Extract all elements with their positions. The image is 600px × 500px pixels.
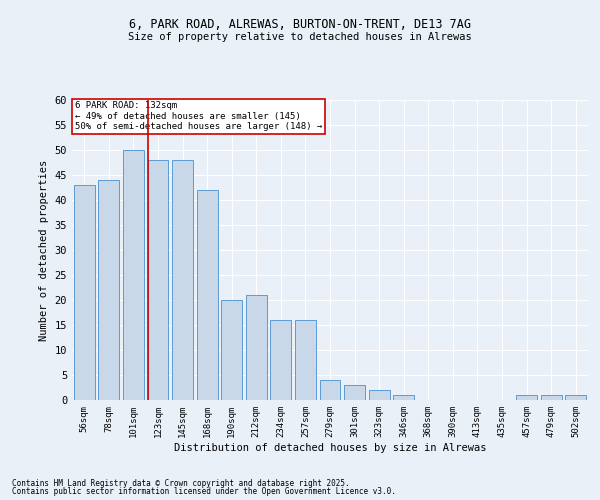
Text: 6, PARK ROAD, ALREWAS, BURTON-ON-TRENT, DE13 7AG: 6, PARK ROAD, ALREWAS, BURTON-ON-TRENT, … (129, 18, 471, 30)
Text: Contains public sector information licensed under the Open Government Licence v3: Contains public sector information licen… (12, 487, 396, 496)
Bar (148, 160, 169, 400)
X-axis label: Distribution of detached houses by size in Alrewas: Distribution of detached houses by size … (174, 442, 486, 452)
Bar (246, 295, 267, 400)
Bar (74, 185, 95, 400)
Bar (393, 395, 414, 400)
Bar (541, 395, 562, 400)
Bar (295, 320, 316, 400)
Bar (197, 190, 218, 400)
Bar (368, 390, 389, 400)
Text: Size of property relative to detached houses in Alrewas: Size of property relative to detached ho… (128, 32, 472, 42)
Bar (516, 395, 537, 400)
Bar (172, 160, 193, 400)
Bar (344, 385, 365, 400)
Text: 6 PARK ROAD: 132sqm
← 49% of detached houses are smaller (145)
50% of semi-detac: 6 PARK ROAD: 132sqm ← 49% of detached ho… (74, 102, 322, 132)
Text: Contains HM Land Registry data © Crown copyright and database right 2025.: Contains HM Land Registry data © Crown c… (12, 478, 350, 488)
Bar (98, 180, 119, 400)
Y-axis label: Number of detached properties: Number of detached properties (39, 160, 49, 340)
Bar (221, 300, 242, 400)
Bar (123, 150, 144, 400)
Bar (271, 320, 292, 400)
Bar (565, 395, 586, 400)
Bar (320, 380, 340, 400)
